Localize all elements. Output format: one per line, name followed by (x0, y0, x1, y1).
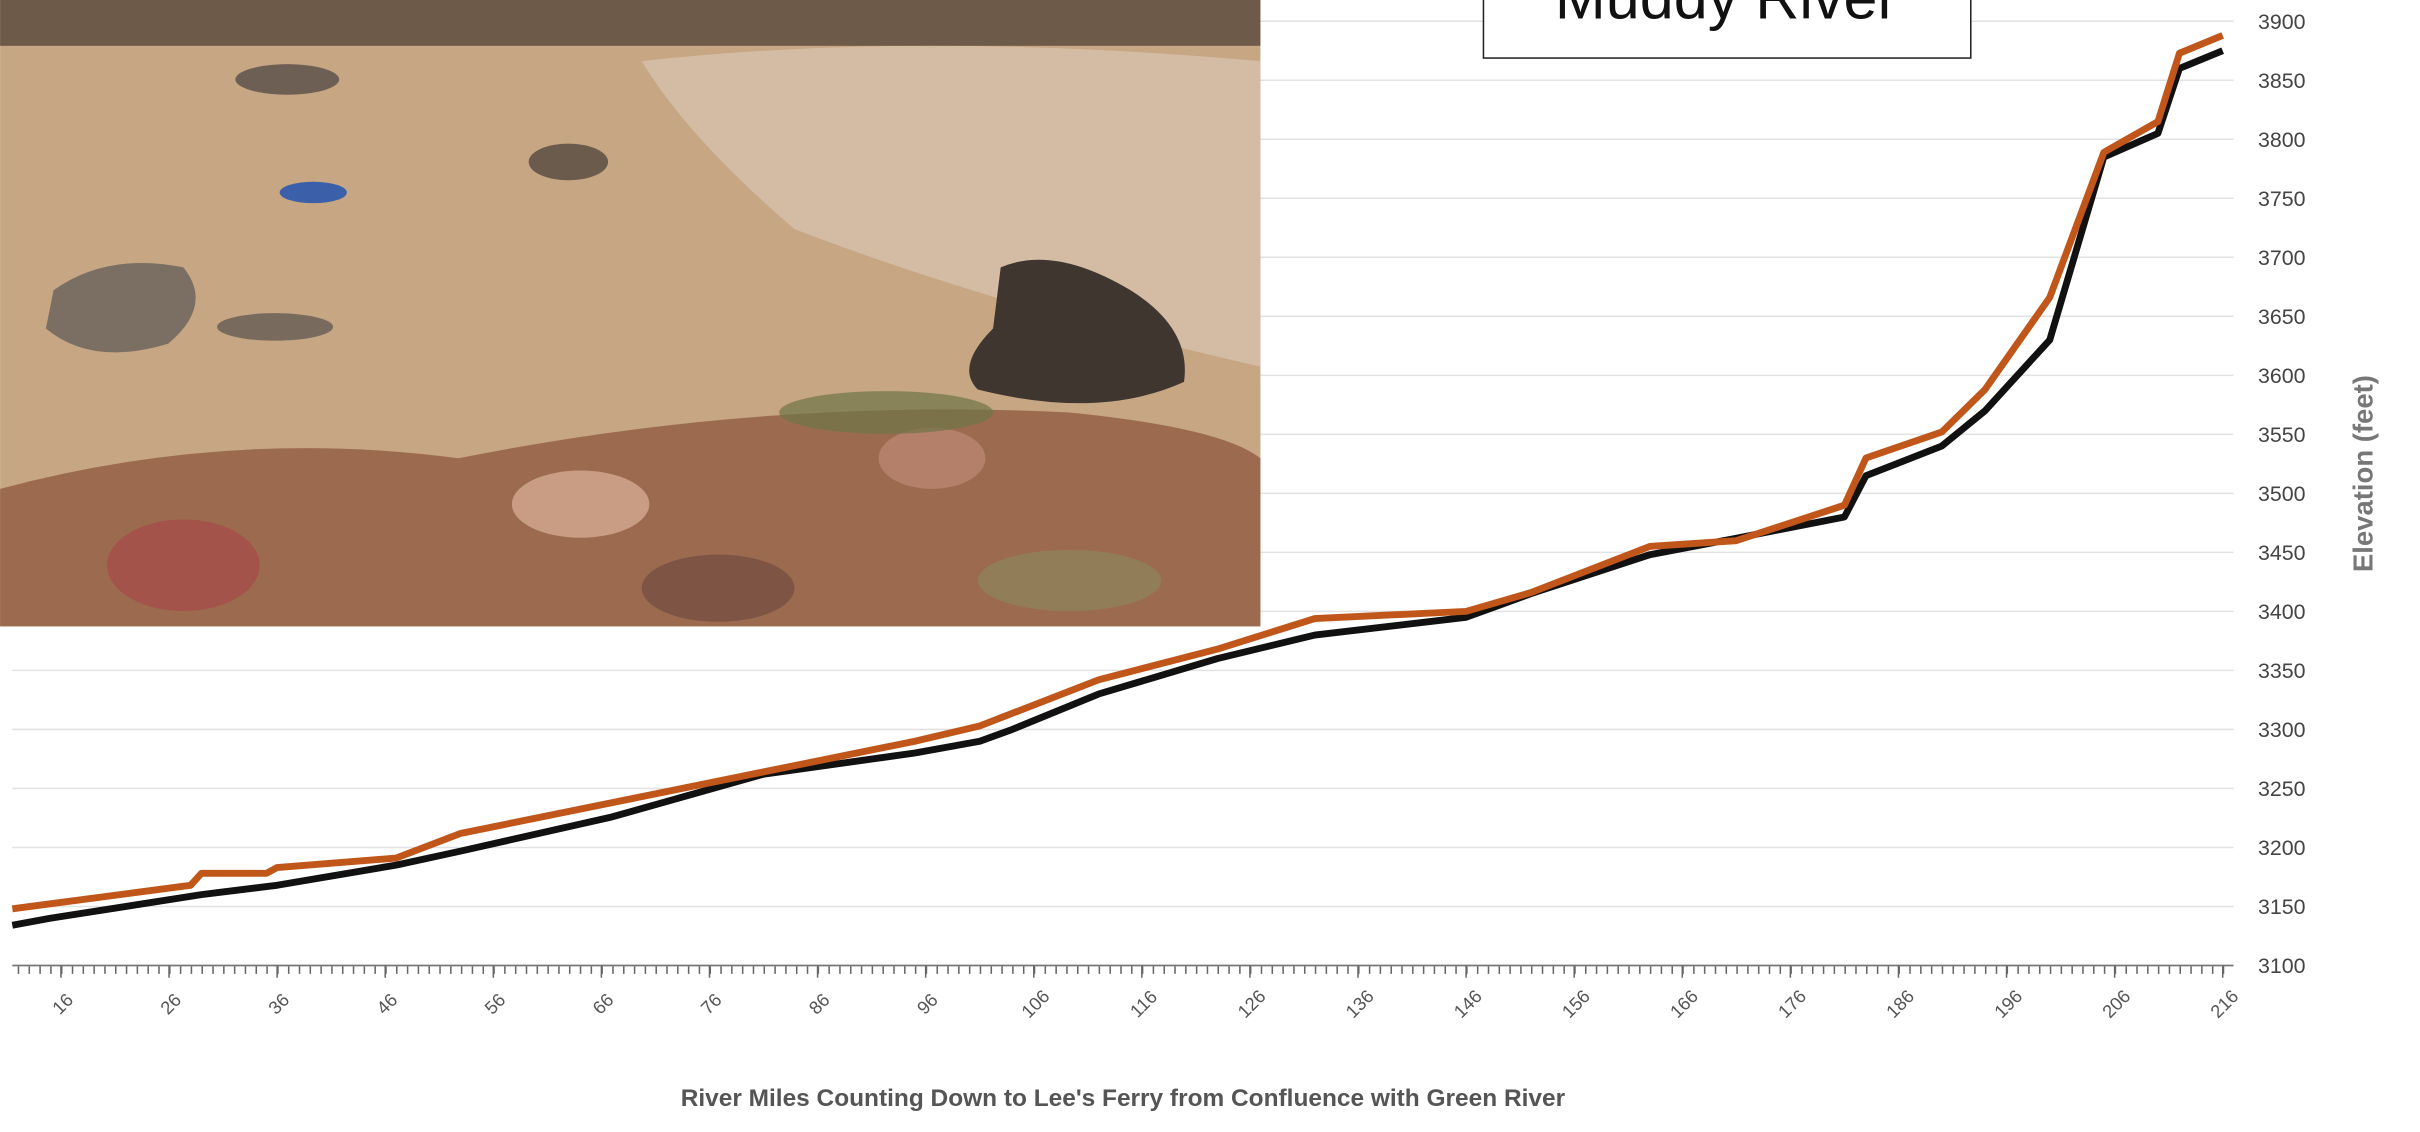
x-tick-label: 126 (1233, 985, 1269, 1021)
y-tick-label: 3550 (2258, 423, 2306, 447)
y-tick-label: 3250 (2258, 777, 2306, 801)
y-tick-label: 3100 (2258, 954, 2306, 978)
x-tick-label: 56 (480, 989, 509, 1018)
y-tick-label: 3500 (2258, 482, 2306, 506)
x-tick-label: 196 (1990, 985, 2026, 1021)
y-tick-label: 3700 (2258, 246, 2306, 270)
photo (0, 0, 1261, 627)
y-tick-label: 3650 (2258, 305, 2306, 329)
x-tick-label: 76 (696, 989, 725, 1018)
title-box (1482, 0, 1972, 59)
x-tick-label: 36 (264, 989, 293, 1018)
x-tick-label: 156 (1557, 985, 1593, 1021)
x-tick-label: 66 (588, 989, 617, 1018)
chart-title: Muddy River (1555, 0, 1898, 31)
x-tick-label: 186 (1882, 985, 1918, 1021)
y-axis-title: Elevation (feet) (2348, 375, 2379, 572)
series-line (11, 47, 2224, 929)
x-tick-label: 26 (156, 989, 185, 1018)
y-tick-label: 3350 (2258, 659, 2306, 683)
x-tick-label: 146 (1449, 985, 1485, 1021)
x-tick-label: 216 (2206, 985, 2242, 1021)
y-tick-label: 3900 (2258, 10, 2306, 34)
y-tick-label: 3150 (2258, 895, 2306, 919)
x-tick-label: 96 (913, 989, 942, 1018)
y-tick-label: 3850 (2258, 69, 2306, 93)
y-tick-label: 3200 (2258, 836, 2306, 860)
x-tick-label: 16 (48, 989, 77, 1018)
x-axis-title: River Miles Counting Down to Lee's Ferry… (681, 1085, 1566, 1112)
y-tick-label: 3400 (2258, 600, 2306, 624)
x-tick-label: 86 (804, 989, 833, 1018)
x-tick-label: 176 (1774, 985, 1810, 1021)
x-tick-label: 136 (1341, 985, 1377, 1021)
series-line (11, 32, 2224, 913)
x-tick-label: 166 (1666, 985, 1702, 1021)
y-tick-label: 3800 (2258, 128, 2306, 152)
y-tick-label: 3600 (2258, 364, 2306, 388)
x-tick-label: 206 (2098, 985, 2134, 1021)
y-tick-label: 3750 (2258, 187, 2306, 211)
y-tick-label: 3450 (2258, 541, 2306, 565)
y-tick-label: 3300 (2258, 718, 2306, 742)
x-tick-label: 46 (372, 989, 401, 1018)
x-tick-label: 106 (1017, 985, 1053, 1021)
x-tick-label: 116 (1126, 986, 1162, 1022)
